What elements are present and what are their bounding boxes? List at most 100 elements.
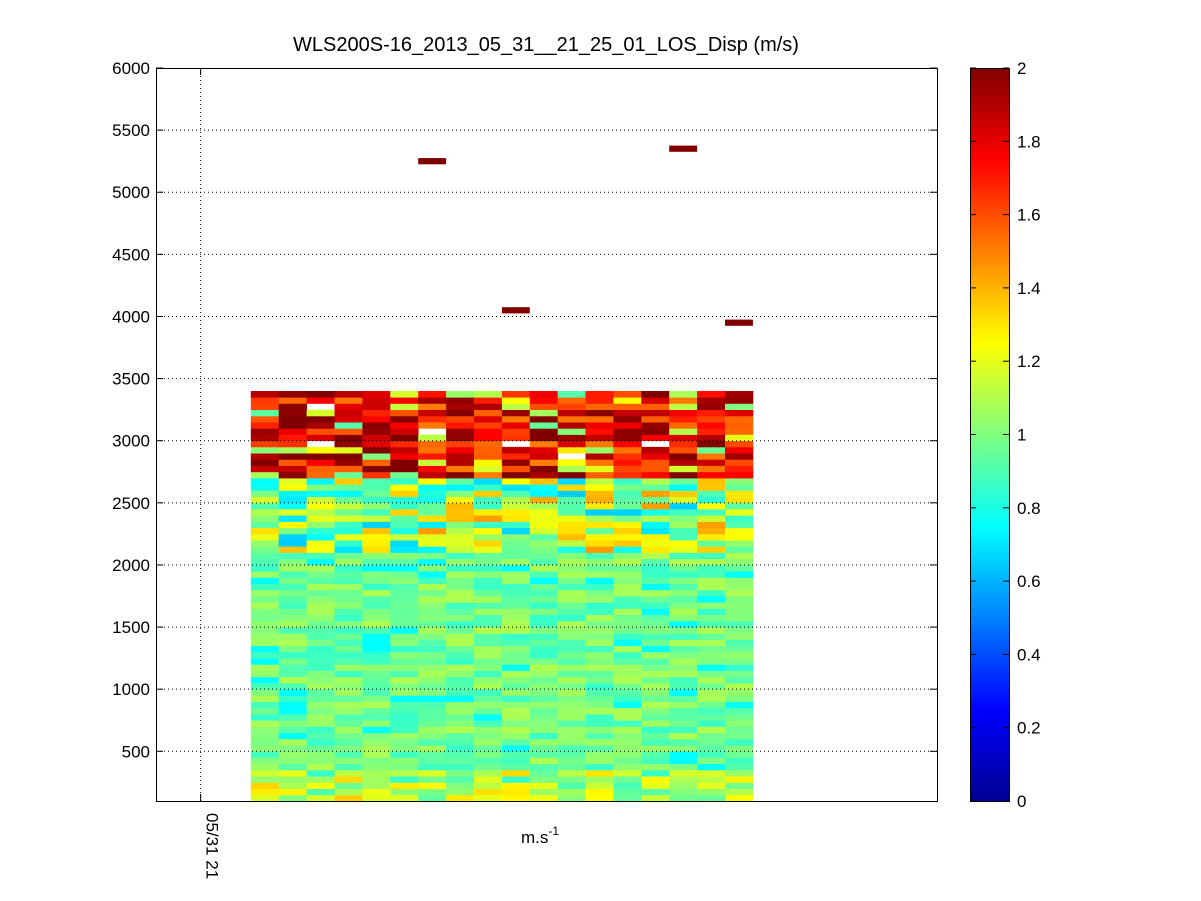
colorbar-tick-label: 1.4 — [1017, 279, 1041, 298]
heatmap-cell — [306, 471, 335, 479]
heatmap-cell — [278, 446, 307, 454]
heatmap-cell — [306, 664, 335, 671]
heatmap-cell — [557, 614, 586, 622]
heatmap-cell — [446, 670, 475, 678]
heatmap-cell — [613, 620, 642, 628]
heatmap-cell — [697, 645, 726, 653]
heatmap-cell — [278, 645, 307, 653]
heatmap-cell — [557, 428, 586, 435]
heatmap-cell — [474, 564, 503, 572]
heatmap-cell — [613, 533, 642, 541]
heatmap-cell — [446, 521, 475, 529]
heatmap-cell — [585, 415, 614, 423]
heatmap-cell — [669, 707, 698, 715]
heatmap-cell — [362, 602, 391, 609]
heatmap-cell — [669, 478, 698, 485]
heatmap-cell — [250, 521, 280, 529]
heatmap-cell — [362, 428, 391, 435]
heatmap-cell — [278, 459, 307, 466]
heatmap-cell — [306, 602, 335, 609]
heatmap-cell — [641, 794, 670, 802]
heatmap-cell — [278, 720, 307, 727]
heatmap-cell — [306, 552, 335, 560]
heatmap-cell — [334, 583, 363, 591]
heatmap-cell — [250, 422, 280, 429]
heatmap-cell — [278, 496, 307, 504]
heatmap-cell — [669, 701, 698, 709]
heatmap-cell — [557, 620, 586, 628]
heatmap-cell — [306, 651, 335, 659]
heatmap-cell — [306, 683, 335, 690]
heatmap-cell — [725, 453, 754, 460]
heatmap-cell — [669, 714, 698, 721]
heatmap-cell — [613, 440, 642, 448]
heatmap-cell — [585, 614, 614, 622]
heatmap-cell — [446, 546, 475, 553]
heatmap-cell — [306, 515, 335, 522]
heatmap-cell — [641, 589, 670, 597]
heatmap-cell — [613, 521, 642, 529]
heatmap-cell — [557, 446, 586, 454]
heatmap-cell — [446, 440, 475, 448]
colorbar-tick-label: 0.2 — [1017, 719, 1041, 738]
heatmap-cell — [641, 596, 670, 603]
heatmap-cell — [250, 651, 280, 659]
heatmap-cell — [446, 484, 475, 491]
heatmap-cell — [446, 502, 475, 510]
heatmap-cell — [418, 415, 447, 423]
heatmap-cell — [250, 769, 280, 777]
heatmap-cell — [418, 484, 447, 491]
heatmap-cell — [529, 546, 559, 553]
heatmap-cell — [306, 459, 335, 466]
heatmap-cell — [390, 403, 419, 410]
heatmap-cell — [418, 602, 447, 609]
heatmap-cell — [418, 391, 447, 398]
heatmap-cell — [641, 633, 670, 640]
heatmap-cell — [669, 403, 698, 410]
heatmap-cell — [529, 540, 559, 547]
heatmap-cell — [725, 627, 754, 634]
heatmap-cell — [334, 391, 363, 398]
heatmap-cell — [669, 794, 698, 802]
heatmap-cell — [474, 434, 503, 442]
heatmap-cell — [613, 465, 642, 473]
y-tick-label: 4500 — [112, 245, 150, 264]
heatmap-cell — [418, 509, 447, 516]
heatmap-cell — [613, 546, 642, 553]
heatmap-cell — [334, 769, 363, 777]
heatmap-cell — [697, 502, 726, 510]
heatmap-cell — [585, 552, 614, 560]
y-tick-label: 3000 — [112, 432, 150, 451]
heatmap-cell — [474, 428, 503, 435]
heatmap-cell — [418, 577, 447, 584]
heatmap-cell — [669, 440, 698, 448]
heatmap-cell — [557, 714, 586, 721]
heatmap-cell — [641, 397, 670, 404]
heatmap-cell — [278, 757, 307, 765]
heatmap-cell — [362, 478, 391, 485]
heatmap-cell — [334, 440, 363, 448]
heatmap-cell — [641, 639, 670, 647]
heatmap-cell — [529, 422, 559, 429]
heatmap-cell — [613, 751, 642, 758]
heatmap-cell — [501, 515, 531, 522]
heatmap-cell — [446, 496, 475, 504]
heatmap-cell — [474, 701, 503, 709]
heatmap-cell — [585, 527, 614, 535]
heatmap-cell — [362, 745, 391, 752]
heatmap-cell — [585, 676, 614, 684]
heatmap-cell — [362, 794, 391, 802]
heatmap-sparse-cell — [418, 158, 447, 165]
heatmap-cell — [529, 459, 559, 466]
heatmap-cell — [474, 515, 503, 522]
heatmap-cell — [250, 446, 280, 454]
heatmap-cell — [557, 664, 586, 671]
heatmap-cell — [725, 763, 754, 771]
heatmap-cell — [501, 546, 531, 553]
heatmap-cell — [474, 651, 503, 659]
heatmap-cell — [278, 664, 307, 671]
heatmap-cell — [697, 769, 726, 777]
heatmap-cell — [557, 769, 586, 777]
heatmap-sparse-cell — [725, 319, 753, 326]
heatmap-cell — [250, 589, 280, 597]
